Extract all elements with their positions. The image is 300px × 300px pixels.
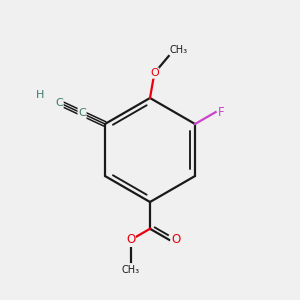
Text: C: C <box>55 98 63 108</box>
Text: C: C <box>78 108 86 118</box>
Text: H: H <box>36 90 44 100</box>
Text: O: O <box>171 233 180 246</box>
Text: O: O <box>126 233 135 246</box>
Text: O: O <box>150 68 159 78</box>
Text: F: F <box>218 106 225 118</box>
Text: CH₃: CH₃ <box>122 265 140 275</box>
Text: CH₃: CH₃ <box>170 45 188 55</box>
